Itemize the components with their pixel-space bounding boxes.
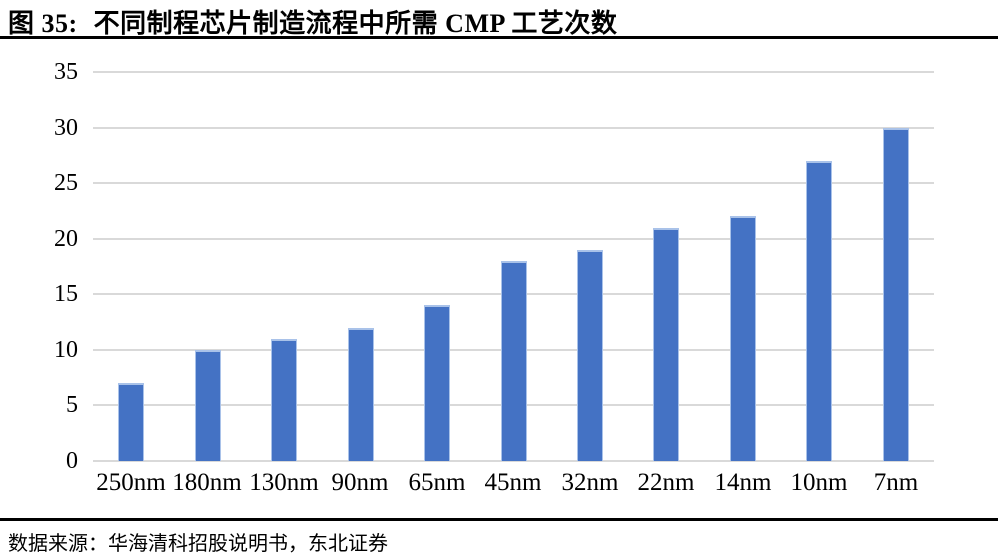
bar-10nm xyxy=(806,161,832,461)
y-tick-label-5: 5 xyxy=(66,392,78,418)
x-tick-label-180nm: 180nm xyxy=(172,469,242,496)
plot-area xyxy=(93,71,934,462)
gridline-25 xyxy=(93,182,934,184)
gridline-35 xyxy=(93,71,934,73)
x-tick-label-32nm: 32nm xyxy=(561,469,619,496)
title-divider xyxy=(0,36,998,39)
gridline-30 xyxy=(93,127,934,129)
y-tick-label-15: 15 xyxy=(54,281,78,307)
x-tick-label-14nm: 14nm xyxy=(714,469,772,496)
bar-22nm xyxy=(653,228,679,461)
bar-14nm xyxy=(730,216,756,461)
footer-divider xyxy=(0,518,998,521)
y-tick-label-30: 30 xyxy=(54,115,78,141)
figure-title: 图 35: 不同制程芯片制造流程中所需 CMP 工艺次数 xyxy=(8,3,617,40)
y-tick-label-35: 35 xyxy=(54,59,78,85)
bar-45nm xyxy=(501,261,527,461)
bar-130nm xyxy=(271,339,297,461)
y-tick-label-0: 0 xyxy=(66,448,78,474)
bar-180nm xyxy=(195,350,221,461)
x-tick-label-10nm: 10nm xyxy=(790,469,848,496)
figure-title-text: 不同制程芯片制造流程中所需 CMP 工艺次数 xyxy=(93,9,618,38)
bar-250nm xyxy=(118,383,144,461)
y-tick-label-20: 20 xyxy=(54,226,78,252)
y-tick-label-10: 10 xyxy=(54,337,78,363)
y-axis: 0 5 10 15 20 25 30 35 xyxy=(0,59,78,474)
y-tick-label-25: 25 xyxy=(54,170,78,196)
bar-7nm xyxy=(883,128,909,461)
x-tick-label-130nm: 130nm xyxy=(249,469,319,496)
gridline-20 xyxy=(93,238,934,240)
bar-32nm xyxy=(577,250,603,461)
bar-90nm xyxy=(348,328,374,461)
bar-65nm xyxy=(424,305,450,461)
x-tick-label-90nm: 90nm xyxy=(331,469,389,496)
figure-label: 图 35: xyxy=(8,9,78,38)
x-tick-label-65nm: 65nm xyxy=(408,469,466,496)
x-tick-label-45nm: 45nm xyxy=(484,469,542,496)
x-tick-label-22nm: 22nm xyxy=(637,469,695,496)
x-tick-label-250nm: 250nm xyxy=(96,469,166,496)
x-tick-label-7nm: 7nm xyxy=(873,469,919,496)
data-source: 数据来源：华海清科招股说明书，东北证券 xyxy=(8,533,388,555)
gridline-0 xyxy=(93,460,934,462)
x-axis: 250nm 180nm 130nm 90nm 65nm 45nm 32nm 22nm 14nm 1… xyxy=(93,469,934,503)
